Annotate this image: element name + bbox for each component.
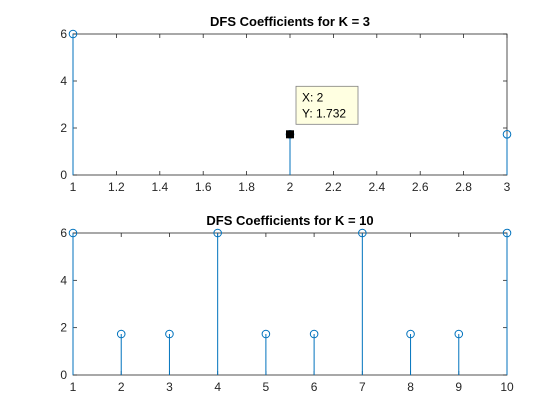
x-tick-label: 1.8 <box>238 180 255 194</box>
x-tick-label: 2 <box>287 180 294 194</box>
datatip-x-label: X: 2 <box>302 90 324 104</box>
x-tick-label: 2 <box>118 380 125 394</box>
y-tick-label: 6 <box>60 27 67 41</box>
x-tick-label: 2.6 <box>412 180 429 194</box>
x-tick-label: 7 <box>359 380 366 394</box>
axes-bottom-stems <box>68 228 512 375</box>
y-tick-label: 6 <box>60 226 67 240</box>
stem-marker[interactable] <box>502 129 512 139</box>
x-tick-label: 1 <box>70 380 77 394</box>
x-tick-label: 6 <box>311 380 318 394</box>
stem-marker[interactable] <box>309 329 319 339</box>
y-tick-label: 4 <box>60 273 67 287</box>
y-tick-label: 0 <box>60 368 67 382</box>
x-tick-label: 1.6 <box>195 180 212 194</box>
stem-marker[interactable] <box>406 329 415 339</box>
x-tick-label: 3 <box>166 380 173 394</box>
y-tick-label: 4 <box>60 74 67 88</box>
x-tick-label: 4 <box>214 380 221 394</box>
datatip-box[interactable] <box>295 85 359 125</box>
x-tick-label: 1.4 <box>151 180 168 194</box>
y-tick-label: 0 <box>60 168 67 182</box>
axes-top[interactable]: DFS Coefficients for K = 3 1 1.2 1.4 1.6 1.8… <box>60 14 512 194</box>
stem-marker[interactable] <box>454 329 464 339</box>
axes-bottom[interactable]: DFS Coefficients for K = 10 1 2 3 4 5 6 7 8 9 10 0… <box>60 213 514 394</box>
stem-marker[interactable] <box>213 228 222 238</box>
stem-marker[interactable] <box>165 329 174 339</box>
x-tick-label: 5 <box>263 380 270 394</box>
x-tick-label: 2.2 <box>325 180 342 194</box>
y-tick-label: 2 <box>60 121 67 135</box>
stem-marker[interactable] <box>502 228 512 238</box>
x-tick-label: 2.4 <box>368 180 385 194</box>
x-tick-label: 3 <box>504 180 511 194</box>
axes-bottom-box <box>72 232 508 376</box>
x-tick-label: 1.2 <box>108 180 125 194</box>
stem-marker[interactable] <box>68 29 78 39</box>
datatip-marker[interactable] <box>286 130 294 139</box>
x-tick-label: 10 <box>500 380 514 394</box>
axes-top-title: DFS Coefficients for K = 3 <box>210 14 370 29</box>
datatip[interactable]: X: 2 Y: 1.732 <box>286 85 359 139</box>
datatip-y-label: Y: 1.732 <box>302 106 346 120</box>
x-tick-label: 9 <box>455 380 462 394</box>
axes-top-ticks: 1 1.2 1.4 1.6 1.8 2 2.2 2.4 2.6 2.8 3 0 2 4 6 <box>60 27 510 194</box>
stem-marker[interactable] <box>68 228 78 238</box>
stem-marker[interactable] <box>261 329 271 339</box>
x-tick-label: 2.8 <box>455 180 472 194</box>
stem-marker[interactable] <box>116 329 126 339</box>
x-tick-label: 1 <box>70 180 77 194</box>
axes-bottom-title: DFS Coefficients for K = 10 <box>206 213 373 228</box>
x-tick-label: 8 <box>407 380 414 394</box>
stem-marker[interactable] <box>358 228 367 238</box>
y-tick-label: 2 <box>60 321 67 335</box>
